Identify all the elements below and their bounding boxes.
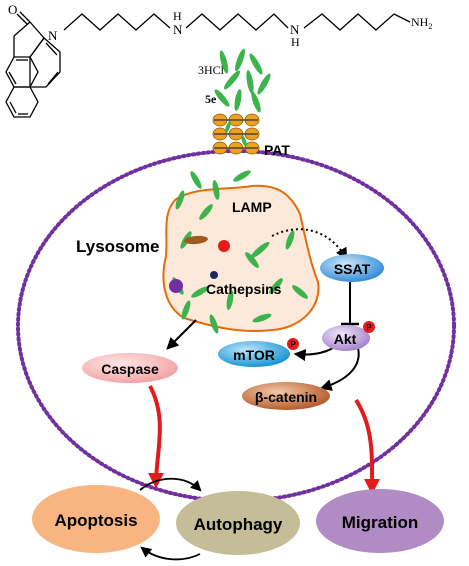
lysosome-to-ssat-arrow <box>271 228 348 261</box>
salt-form: 3HCl <box>198 63 225 77</box>
cargo-purple <box>169 279 183 293</box>
apoptosis-to-autophagy-arrow <box>139 477 202 492</box>
polyamine-granules <box>214 48 271 113</box>
caspase-to-apoptosis-arrow <box>148 385 165 489</box>
cathepsins-label: Cathepsins <box>206 281 282 297</box>
amine-hydrogen-2: H <box>291 35 300 49</box>
caspase-label: Caspase <box>101 361 159 377</box>
caspase-node <box>82 353 178 383</box>
mtor-label: mTOR <box>233 347 275 363</box>
amine-hydrogen-1: H <box>173 9 182 23</box>
ssat-label: SSAT <box>334 261 371 277</box>
lysosome <box>162 184 320 333</box>
cargo-brown <box>184 235 208 245</box>
akt-node <box>322 325 370 351</box>
apoptosis-label: Apoptosis <box>54 511 137 530</box>
mtor-phospho-badge <box>287 338 299 350</box>
terminal-amine: NH2 <box>411 15 432 31</box>
oxygen-atom: O <box>8 2 17 17</box>
lysosome-to-caspase-arrow <box>166 319 197 350</box>
autophagy-label: Autophagy <box>194 515 283 534</box>
migration-label: Migration <box>342 513 419 532</box>
lysosome-granules <box>172 170 308 334</box>
lysosome-label: Lysosome <box>76 237 159 256</box>
beta-catenin-to-migration-arrow <box>354 398 381 495</box>
mtor-phospho-label: P <box>290 340 296 349</box>
akt-to-beta-catenin-arrow <box>319 347 360 391</box>
cargo-red <box>218 240 230 252</box>
autophagy-to-apoptosis-arrow <box>140 546 201 561</box>
pat-transporter <box>212 113 260 155</box>
migration-node <box>316 489 444 553</box>
mtor-node <box>218 341 290 367</box>
ssat-node <box>320 254 384 282</box>
amine-nitrogen-2: N <box>290 22 300 37</box>
apoptosis-node <box>32 485 160 553</box>
beta-catenin-label: β-catenin <box>255 389 317 405</box>
compound-code: 5e <box>205 92 217 106</box>
autophagy-node <box>176 491 300 555</box>
akt-phospho-badge <box>363 321 375 333</box>
pat-label: PAT <box>264 142 290 158</box>
cargo-dark <box>210 271 218 279</box>
akt-phospho-label: P <box>366 323 372 332</box>
lactam-nitrogen: N <box>48 28 58 43</box>
akt-label: Akt <box>334 331 357 347</box>
compound-structure <box>5 11 411 118</box>
beta-catenin-node <box>242 382 330 410</box>
amine-nitrogen-1: N <box>173 22 183 37</box>
lamp-label: LAMP <box>232 199 272 215</box>
